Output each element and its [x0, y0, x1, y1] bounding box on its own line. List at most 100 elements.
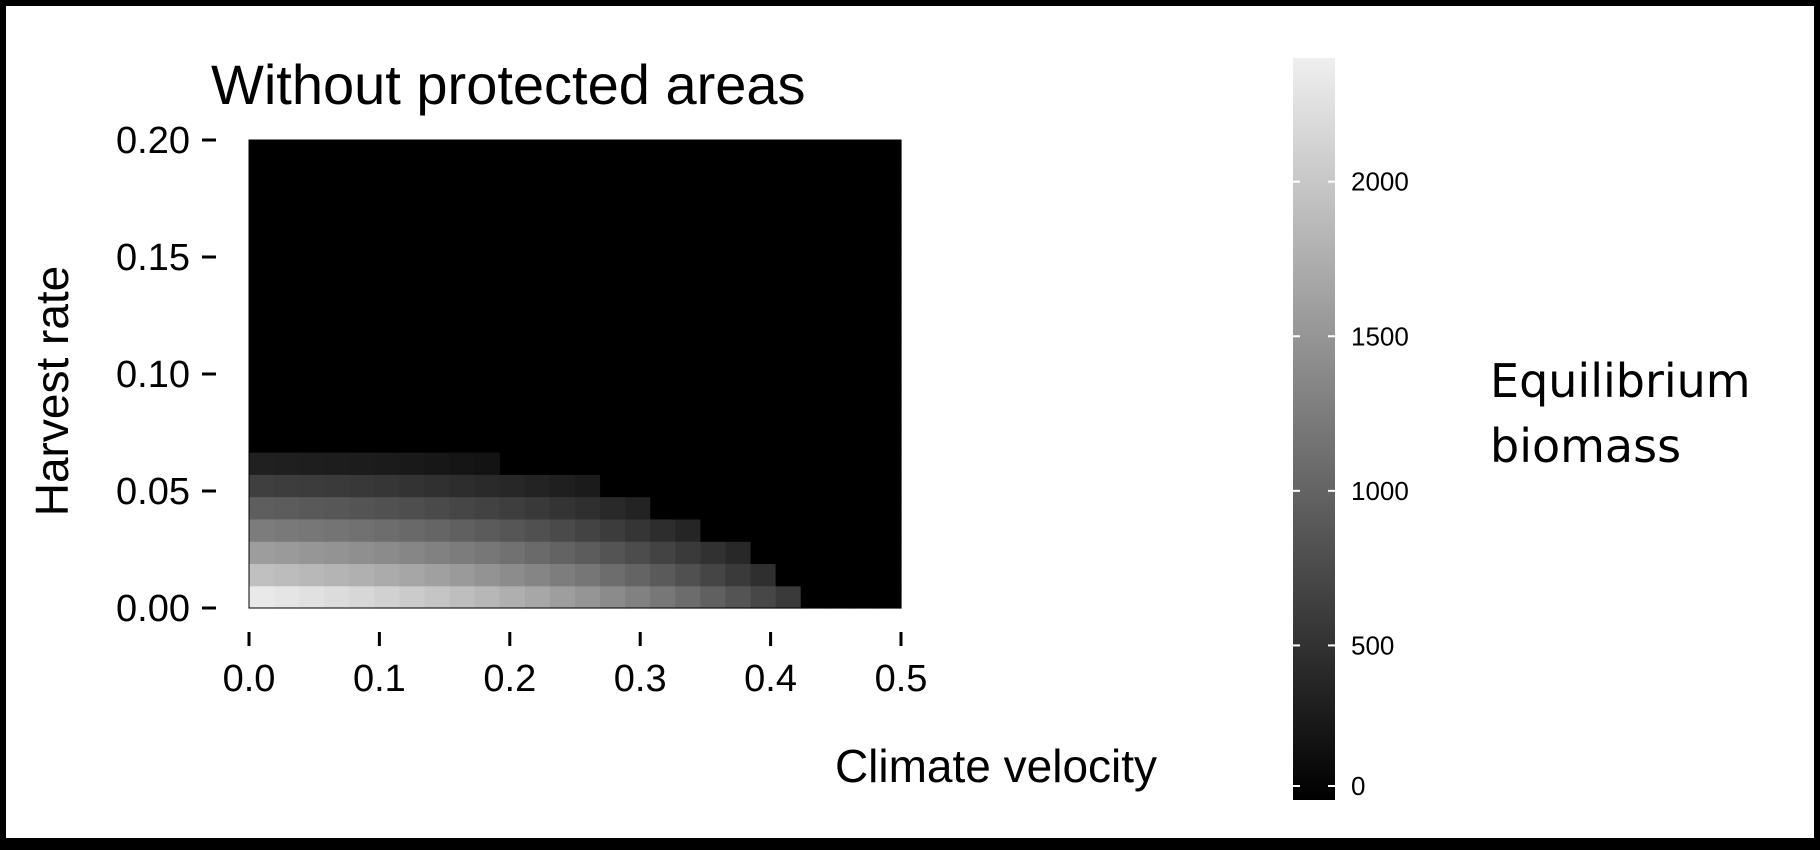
- heatmap-cell: [399, 251, 426, 275]
- heatmap-cell: [825, 496, 852, 520]
- heatmap-cell: [800, 340, 827, 364]
- heatmap-cell: [750, 251, 777, 275]
- heatmap-cell: [399, 496, 426, 520]
- heatmap-cell: [449, 296, 476, 319]
- heatmap-cell: [800, 184, 827, 208]
- colorbar-title-line1: Equilibrium: [1490, 354, 1751, 408]
- heatmap-cell: [875, 541, 902, 565]
- heatmap-cell: [274, 518, 300, 542]
- heatmap-cell: [750, 362, 777, 386]
- heatmap-cell: [725, 518, 752, 542]
- heatmap-cell: [800, 541, 827, 565]
- heatmap-cell: [650, 296, 676, 319]
- heatmap-cell: [625, 296, 651, 319]
- heatmap-cell: [549, 452, 576, 475]
- colorbar-tick-label: 500: [1351, 630, 1394, 660]
- heatmap-cell: [775, 474, 802, 498]
- heatmap-cell: [850, 585, 877, 609]
- heatmap-cell: [499, 229, 526, 253]
- heatmap-cell: [249, 296, 275, 319]
- heatmap-cell: [349, 296, 375, 319]
- heatmap-cell: [575, 385, 601, 409]
- x-tick-label: 0.2: [483, 658, 536, 700]
- heatmap-cell: [249, 318, 275, 342]
- heatmap-cell: [424, 496, 451, 520]
- heatmap-cell: [524, 518, 551, 542]
- heatmap-cell: [524, 206, 551, 230]
- heatmap-cell: [825, 273, 852, 297]
- heatmap-cell: [875, 340, 902, 364]
- heatmap-cell: [474, 385, 501, 409]
- heatmap-cell: [299, 162, 325, 186]
- heatmap-cell: [349, 563, 375, 587]
- heatmap-cell: [625, 563, 651, 587]
- x-axis: 0.0 0.1 0.2 0.3 0.4 0.5: [223, 632, 927, 700]
- heatmap-cell: [650, 496, 676, 520]
- heatmap-cell: [499, 340, 526, 364]
- plot-area-frame: [248, 139, 902, 609]
- heatmap-cell: [775, 318, 802, 342]
- heatmap-cell: [349, 273, 375, 297]
- heatmap-cell: [349, 518, 375, 542]
- colorbar: [1293, 58, 1335, 800]
- heatmap-cell: [549, 496, 576, 520]
- heatmap-cell: [549, 541, 576, 565]
- colorbar-tick-label: 1500: [1351, 321, 1409, 351]
- heatmap-cell: [675, 585, 701, 609]
- heatmap-cell: [625, 206, 651, 230]
- y-tick-label: 0.20: [116, 120, 190, 162]
- heatmap-cell: [374, 496, 401, 520]
- heatmap-cell: [349, 385, 375, 409]
- heatmap-cell: [524, 273, 551, 297]
- colorbar-title-line2: biomass: [1490, 419, 1681, 473]
- heatmap-cell: [349, 229, 375, 253]
- heatmap-cell: [650, 251, 676, 275]
- heatmap-cell: [374, 563, 401, 587]
- heatmap-cell: [825, 251, 852, 275]
- heatmap-cell: [324, 429, 350, 453]
- heatmap-cell: [725, 407, 752, 431]
- heatmap-cell: [575, 184, 601, 208]
- heatmap-cell: [750, 541, 777, 565]
- heatmap-cell: [700, 184, 727, 208]
- heatmap-cell: [549, 184, 576, 208]
- heatmap-cell: [274, 184, 300, 208]
- heatmap-cell: [775, 362, 802, 386]
- heatmap-cell: [249, 362, 275, 386]
- heatmap-cell: [474, 318, 501, 342]
- heatmap-cell: [499, 496, 526, 520]
- heatmap-chart: Without protected areas 0.200.150.100.05…: [26, 53, 1751, 801]
- heatmap-cell: [274, 541, 300, 565]
- heatmap-cell: [725, 340, 752, 364]
- heatmap-cell: [374, 318, 401, 342]
- heatmap-cell: [299, 362, 325, 386]
- heatmap-cell: [600, 340, 626, 364]
- heatmap-cell: [650, 541, 676, 565]
- heatmap-cell: [750, 474, 777, 498]
- heatmap-cell: [875, 206, 902, 230]
- heatmap-cell: [775, 407, 802, 431]
- heatmap-cell: [575, 407, 601, 431]
- heatmap-cell: [750, 385, 777, 409]
- heatmap-cell: [349, 318, 375, 342]
- heatmap-cell: [249, 518, 275, 542]
- heatmap-cell: [600, 585, 626, 609]
- heatmap-cell: [524, 452, 551, 475]
- heatmap-cell: [875, 229, 902, 253]
- heatmap-cell: [725, 251, 752, 275]
- heatmap-cell: [625, 496, 651, 520]
- heatmap-cell: [424, 518, 451, 542]
- heatmap-cell: [499, 452, 526, 475]
- heatmap-cell: [499, 429, 526, 453]
- heatmap-cell: [424, 385, 451, 409]
- heatmap-cell: [474, 429, 501, 453]
- heatmap-cell: [549, 429, 576, 453]
- heatmap-cell: [249, 496, 275, 520]
- heatmap-cell: [474, 296, 501, 319]
- heatmap-cell: [349, 206, 375, 230]
- heatmap-cell: [850, 140, 877, 163]
- heatmap-cell: [625, 140, 651, 163]
- heatmap-cell: [524, 229, 551, 253]
- heatmap-cell: [775, 452, 802, 475]
- heatmap-cell: [474, 541, 501, 565]
